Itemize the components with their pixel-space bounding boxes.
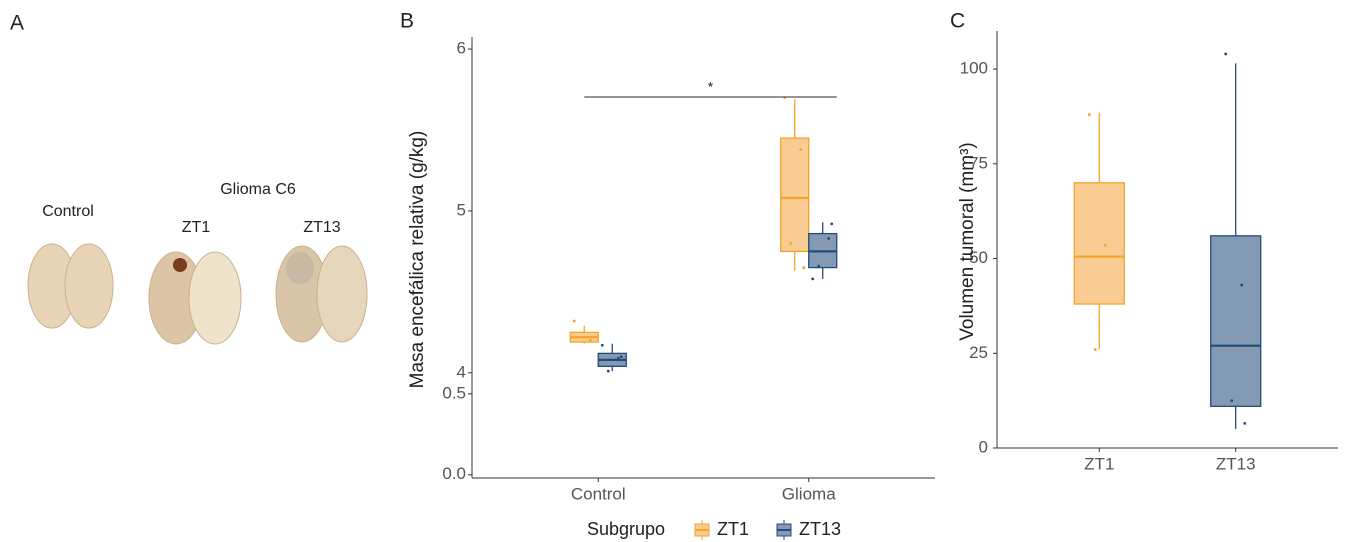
significance-label: *: [708, 79, 714, 95]
point: [827, 237, 831, 240]
point: [572, 319, 576, 323]
panel-label: C: [950, 10, 965, 33]
x-tick-label: Control: [571, 484, 626, 503]
legend-title: Subgrupo: [587, 519, 665, 539]
point: [1093, 348, 1097, 351]
photo-label: ZT1: [182, 219, 211, 236]
panel-label: B: [400, 10, 414, 33]
y-tick-label: 75: [969, 153, 988, 172]
photo-label: ZT13: [303, 219, 340, 236]
panel-label: A: [10, 12, 24, 35]
y-tick-label: 4: [457, 362, 466, 381]
y-tick-label: 25: [969, 343, 988, 362]
point: [817, 264, 821, 268]
photo-label: Glioma C6: [220, 181, 296, 198]
panel-a: A Control Glioma C6 ZT1 ZT13: [10, 12, 368, 345]
y-tick-label: 0.5: [442, 383, 466, 402]
x-tick-label: ZT13: [1216, 454, 1256, 473]
box: [1210, 235, 1262, 407]
point: [588, 339, 592, 342]
point: [1230, 399, 1234, 403]
point: [789, 241, 793, 245]
point: [619, 355, 623, 359]
y-axis-title: Volumen tumoral (mm³): [957, 142, 978, 341]
box: [780, 137, 810, 253]
point: [616, 356, 620, 360]
y-tick-label: 6: [457, 39, 466, 58]
point: [830, 222, 834, 226]
point: [606, 369, 610, 373]
point: [799, 148, 803, 151]
brain-photo: [27, 243, 368, 345]
x-tick-label: ZT1: [1084, 454, 1114, 473]
point: [811, 277, 815, 281]
point: [1103, 243, 1107, 247]
box: [1073, 182, 1125, 305]
point: [1224, 52, 1228, 56]
y-tick-label: 0: [979, 437, 988, 456]
point: [1240, 283, 1244, 287]
y-tick-label: 50: [969, 248, 988, 267]
legend-label: ZT1: [717, 519, 749, 539]
point: [1243, 421, 1247, 425]
legend-label: ZT13: [799, 519, 841, 539]
point: [600, 343, 604, 347]
point: [802, 266, 806, 269]
y-tick-label: 5: [457, 200, 466, 219]
point: [1087, 113, 1091, 116]
y-tick-label: 100: [960, 59, 988, 78]
y-axis-title: Masa encefálica relativa (g/kg): [407, 131, 428, 389]
photo-label: Control: [42, 203, 94, 220]
y-tick-label: 0.0: [442, 464, 466, 483]
x-tick-label: Glioma: [782, 484, 836, 503]
